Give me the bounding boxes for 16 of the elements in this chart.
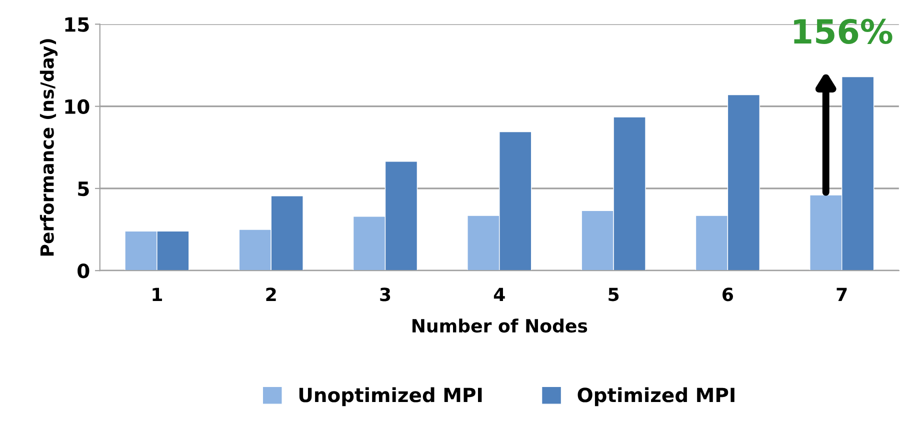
annotation: 156% xyxy=(794,18,892,44)
x-tick-label: 4 xyxy=(494,288,505,301)
x-tick-label: 5 xyxy=(608,288,619,302)
y-tick-label: 15 xyxy=(65,17,89,32)
x-tick-label: 6 xyxy=(722,288,734,302)
x-axis-title: Number of Nodes xyxy=(412,318,588,333)
y-axis-title: Performance (ns/day) xyxy=(40,39,58,256)
y-tick-label: 5 xyxy=(78,182,89,196)
y-tick-label: 10 xyxy=(65,99,90,114)
x-tick-label: 3 xyxy=(380,288,390,302)
y-tick-label: 0 xyxy=(78,264,90,278)
x-tick-label: 2 xyxy=(266,288,276,301)
legend-label: Optimized MPI xyxy=(578,387,734,406)
x-tick-label: 7 xyxy=(836,288,847,301)
x-tick-label: 1 xyxy=(152,288,162,301)
legend-label: Unoptimized MPI xyxy=(299,387,482,406)
